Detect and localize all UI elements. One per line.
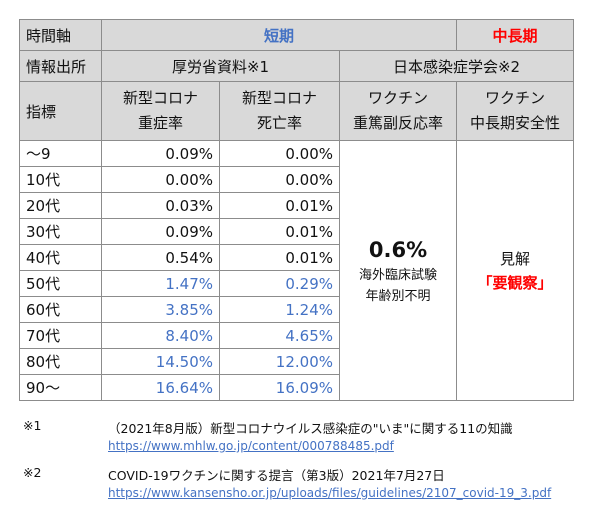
age-group: 30代 xyxy=(19,218,102,245)
death-rate-value: 0.00% xyxy=(219,166,340,193)
table-row: 60代 3.85% 1.24% xyxy=(19,296,574,323)
vaccine-safety-cell: 見解 「要観察」 xyxy=(456,140,575,401)
death-rate-value: 0.29% xyxy=(219,270,340,297)
severe-rate-value: 0.09% xyxy=(101,140,220,167)
age-group: 80代 xyxy=(19,348,102,375)
header-vaccine-safety: ワクチン 中長期安全性 xyxy=(456,81,575,141)
timeframe-label: 時間軸 xyxy=(19,19,102,51)
age-group: 〜9 xyxy=(19,140,102,167)
header-severe-rate: 新型コロナ 重症率 xyxy=(101,81,220,141)
table-row: 10代 0.00% 0.00% xyxy=(19,166,574,193)
severe-rate-value: 0.00% xyxy=(101,166,220,193)
severe-rate-value: 1.47% xyxy=(101,270,220,297)
table-row: 〜9 0.09% 0.00% 0.6% 海外臨床試験 年齢別不明 見解 「要観察」 xyxy=(19,140,575,401)
age-group: 10代 xyxy=(19,166,102,193)
severe-rate-value: 8.40% xyxy=(101,322,220,349)
vaccine-adverse-rate: 0.6% xyxy=(368,237,428,262)
vaccine-adverse-note1: 海外臨床試験 xyxy=(359,267,438,283)
source-jaid: 日本感染症学会※2 xyxy=(338,50,575,82)
comparison-table: 時間軸 短期 中長期 情報出所 厚労省資料※1 日本感染症学会※2 指標 新型コ… xyxy=(19,19,575,401)
footnote-1-text: （2021年8月版）新型コロナウイルス感染症の"いま"に関する11の知識 xyxy=(108,421,513,436)
death-rate-value: 0.01% xyxy=(219,244,340,271)
header-vaccine-adverse-line1: ワクチン xyxy=(368,89,429,107)
death-rate-value: 4.65% xyxy=(219,322,340,349)
severe-rate-value: 3.85% xyxy=(101,296,220,323)
header-severe-rate-line2: 重症率 xyxy=(137,114,183,132)
severe-rate-value: 14.50% xyxy=(101,348,220,375)
footnote-2-mark: ※2 xyxy=(23,465,42,480)
footnote-2-text: COVID-19ワクチンに関する提言（第3版）2021年7月27日 xyxy=(108,468,445,483)
severe-rate-value: 0.03% xyxy=(101,192,220,219)
source-mhlw: 厚労省資料※1 xyxy=(101,50,340,82)
table-row: 30代 0.09% 0.01% xyxy=(19,218,574,245)
vaccine-adverse-note2: 年齢別不明 xyxy=(365,288,431,304)
age-group: 40代 xyxy=(19,244,102,271)
severe-rate-value: 0.09% xyxy=(101,218,220,245)
age-group: 20代 xyxy=(19,192,102,219)
source-label: 情報出所 xyxy=(19,50,102,82)
vaccine-safety-verdict: 「要観察」 xyxy=(477,273,553,292)
header-death-rate-line1: 新型コロナ xyxy=(241,89,317,107)
table-row: 70代 8.40% 4.65% xyxy=(19,322,574,349)
table-row: 40代 0.54% 0.01% xyxy=(19,244,574,271)
header-vaccine-adverse: ワクチン 重篤副反応率 xyxy=(338,81,458,141)
death-rate-value: 0.01% xyxy=(219,218,340,245)
header-severe-rate-line1: 新型コロナ xyxy=(122,89,198,107)
death-rate-value: 0.01% xyxy=(219,192,340,219)
header-vaccine-safety-line1: ワクチン xyxy=(485,89,546,107)
death-rate-value: 1.24% xyxy=(219,296,340,323)
table-row: 80代 14.50% 12.00% xyxy=(19,348,574,375)
death-rate-value: 12.00% xyxy=(219,348,340,375)
footnote-1-link[interactable]: https://www.mhlw.go.jp/content/000788485… xyxy=(108,439,394,453)
footnote-1-mark: ※1 xyxy=(23,418,42,433)
vaccine-safety-label: 見解 xyxy=(500,249,531,268)
header-vaccine-safety-line2: 中長期安全性 xyxy=(470,114,561,132)
table-row: 90〜 16.64% 16.09% xyxy=(19,374,574,401)
death-rate-value: 16.09% xyxy=(219,374,340,401)
table-row: 50代 1.47% 0.29% xyxy=(19,270,574,297)
table-row: 20代 0.03% 0.01% xyxy=(19,192,574,219)
death-rate-value: 0.00% xyxy=(219,140,340,167)
header-death-rate: 新型コロナ 死亡率 xyxy=(219,81,340,141)
short-term-header: 短期 xyxy=(100,19,458,51)
severe-rate-value: 16.64% xyxy=(101,374,220,401)
vaccine-adverse-cell: 0.6% 海外臨床試験 年齢別不明 xyxy=(338,140,458,401)
long-term-header: 中長期 xyxy=(456,19,575,51)
age-group: 60代 xyxy=(19,296,102,323)
indicator-label: 指標 xyxy=(19,81,102,141)
age-group: 70代 xyxy=(19,322,102,349)
age-group: 50代 xyxy=(19,270,102,297)
footnote-2-link[interactable]: https://www.kansensho.or.jp/uploads/file… xyxy=(108,486,552,500)
header-vaccine-adverse-line2: 重篤副反応率 xyxy=(353,114,444,132)
severe-rate-value: 0.54% xyxy=(101,244,220,271)
header-death-rate-line2: 死亡率 xyxy=(256,114,302,132)
age-group: 90〜 xyxy=(19,374,102,401)
